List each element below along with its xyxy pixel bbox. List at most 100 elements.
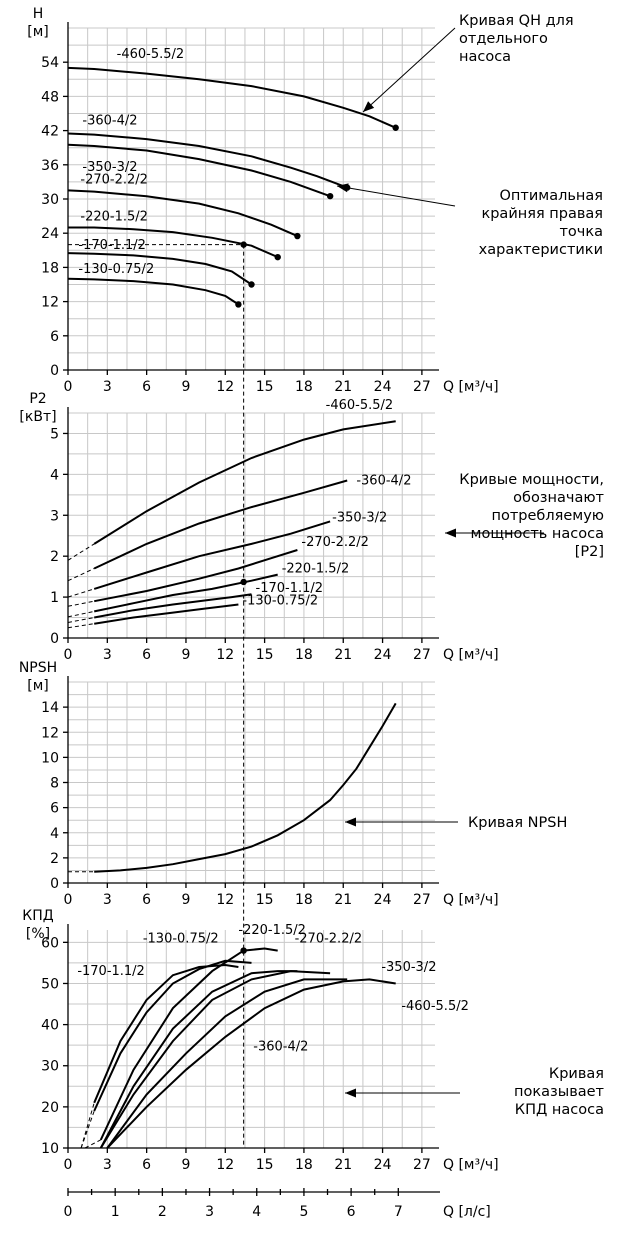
annotation-qh-curve-arrowhead — [363, 101, 375, 112]
eff-series-130-0-75-2 — [93, 963, 239, 1104]
npsh-x-tick-label: 18 — [295, 892, 313, 908]
qh-series-label: -170-1.1/2 — [78, 238, 146, 253]
qh-x-tick-label: 12 — [216, 379, 234, 395]
qh-y-tick-label: 0 — [50, 363, 59, 379]
annotation-eff-curve-line: КПД насоса — [515, 1102, 604, 1118]
annotation-best-point: Оптимальная крайняя правая точка характерис… — [336, 183, 604, 258]
annotation-power-curves-arrowhead — [445, 528, 456, 538]
eff-y-tick-label: 30 — [41, 1059, 59, 1075]
p2-dash-170-1-1-2 — [67, 617, 95, 623]
npsh-x-tick-label: 24 — [374, 892, 392, 908]
p2-x-tick-label: 3 — [103, 647, 112, 663]
annotation-eff-curve-line: показывает — [514, 1084, 605, 1100]
npsh-y-tick-label: 8 — [50, 776, 59, 792]
p2-grid — [68, 412, 435, 639]
p2-y-tick-label: 0 — [50, 631, 59, 647]
qh-y-tick-label: 6 — [50, 329, 59, 345]
qh-series-label: -460-5.5/2 — [117, 47, 185, 62]
qh-y-axis-unit: [м] — [27, 24, 49, 40]
qh-marker — [326, 192, 334, 200]
p2-y-tick-label: 1 — [50, 590, 59, 606]
eff-x-tick-label: 6 — [142, 1157, 151, 1173]
ls-tick-label: 4 — [252, 1204, 261, 1220]
qh-series-label: -360-4/2 — [82, 113, 137, 128]
p2-series-170-1-1-2 — [94, 593, 252, 619]
npsh-x-tick-label: 9 — [182, 892, 191, 908]
annotation-power-curves-line: обозначают — [513, 490, 604, 506]
qh-dash-270-2-2-2 — [67, 189, 95, 193]
qh-x-tick-label: 9 — [182, 379, 191, 395]
p2-y-tick-label: 5 — [50, 426, 59, 442]
qh-y-tick-label: 42 — [41, 124, 59, 140]
eff-series-360-4-2 — [106, 978, 348, 1149]
ls-tick-label: 1 — [111, 1204, 120, 1220]
annotation-npsh-curve-line: Кривая NPSH — [468, 815, 567, 831]
eff-series-170-1-1-2 — [93, 959, 252, 1112]
qh-x-tick-label: 18 — [295, 379, 313, 395]
eff-x-axis-title: Q [м³/ч] — [443, 1157, 499, 1173]
eff-y-axis-title: КПД — [22, 908, 53, 924]
p2-series-130-0-75-2 — [94, 603, 239, 625]
p2-x-tick-label: 15 — [256, 647, 274, 663]
p2-series-270-2-2-2 — [94, 549, 298, 603]
p2-series-360-4-2 — [93, 479, 348, 570]
qh-y-tick-label: 30 — [41, 192, 59, 208]
eff-y-tick-label: 60 — [41, 935, 59, 951]
eff-x-tick-label: 15 — [256, 1157, 274, 1173]
qh-dash-350-3-2 — [67, 144, 95, 147]
eff-x-tick-label: 12 — [216, 1157, 234, 1173]
npsh-x-tick-label: 21 — [334, 892, 352, 908]
p2-y-tick-label: 4 — [50, 467, 59, 483]
qh-series-350-3-2 — [67, 143, 331, 198]
annotation-qh-curve-arrow — [362, 27, 456, 113]
annotation-power-curves-line: мощность насоса — [471, 526, 604, 542]
ls-tick-label: 3 — [205, 1204, 214, 1220]
npsh-y-tick-label: 2 — [50, 851, 59, 867]
eff-series-label: -220-1.5/2 — [238, 923, 306, 938]
npsh-x-axis-title: Q [м³/ч] — [443, 892, 499, 908]
annotation-npsh-curve: Кривая NPSH — [345, 815, 567, 831]
annotation-best-point-line: Оптимальная — [500, 188, 604, 204]
qh-dash-130-0-75-2 — [67, 278, 95, 280]
p2-x-tick-label: 21 — [334, 647, 352, 663]
annotation-qh-curve-line: Кривая QH для — [459, 13, 574, 29]
eff-series-label: -350-3/2 — [381, 960, 436, 975]
ls-tick-label: 2 — [158, 1204, 167, 1220]
qh-dash-170-1-1-2 — [67, 252, 95, 255]
eff-series-label: -270-2.2/2 — [295, 931, 363, 946]
npsh-x-tick-label: 6 — [142, 892, 151, 908]
p2-y-tick-label: 2 — [50, 549, 59, 565]
p2-series-label: -350-3/2 — [332, 510, 387, 525]
npsh-y-tick-label: 4 — [50, 826, 59, 842]
annotation-best-point-line: характеристики — [479, 242, 603, 258]
eff-x-tick-label: 0 — [64, 1157, 73, 1173]
qh-x-tick-label: 21 — [334, 379, 352, 395]
eff-x-tick-label: 24 — [374, 1157, 392, 1173]
p2-dash-270-2-2-2 — [67, 600, 95, 607]
eff-x-tick-label: 27 — [413, 1157, 431, 1173]
eff-y-tick-label: 10 — [41, 1141, 59, 1157]
p2-y-axis-unit: [кВт] — [19, 409, 56, 425]
p2-x-tick-label: 18 — [295, 647, 313, 663]
qh-x-axis-title: Q [м³/ч] — [443, 379, 499, 395]
qh-y-tick-label: 12 — [41, 295, 59, 311]
p2-dash-360-4-2 — [67, 568, 95, 582]
npsh-y-tick-label: 14 — [41, 700, 59, 716]
ls-tick-label: 7 — [394, 1204, 403, 1220]
qh-dash-460-5-5-2 — [67, 67, 95, 70]
p2-x-tick-label: 24 — [374, 647, 392, 663]
npsh-grid — [68, 681, 435, 884]
qh-y-axis-title: H — [33, 6, 44, 22]
qh-series-270-2-2-2 — [67, 189, 298, 238]
npsh-y-axis-unit: [м] — [27, 678, 49, 694]
qh-x-tick-label: 27 — [413, 379, 431, 395]
eff-series-220-1-5-2 — [99, 947, 278, 1141]
qh-x-tick-label: 3 — [103, 379, 112, 395]
p2-series-label: -170-1.1/2 — [256, 581, 324, 596]
p2-y-tick-label: 3 — [50, 508, 59, 524]
npsh-y-axis-title: NPSH — [19, 660, 57, 676]
ls-tick-label: 5 — [299, 1204, 308, 1220]
qh-series-130-0-75-2 — [67, 277, 239, 306]
